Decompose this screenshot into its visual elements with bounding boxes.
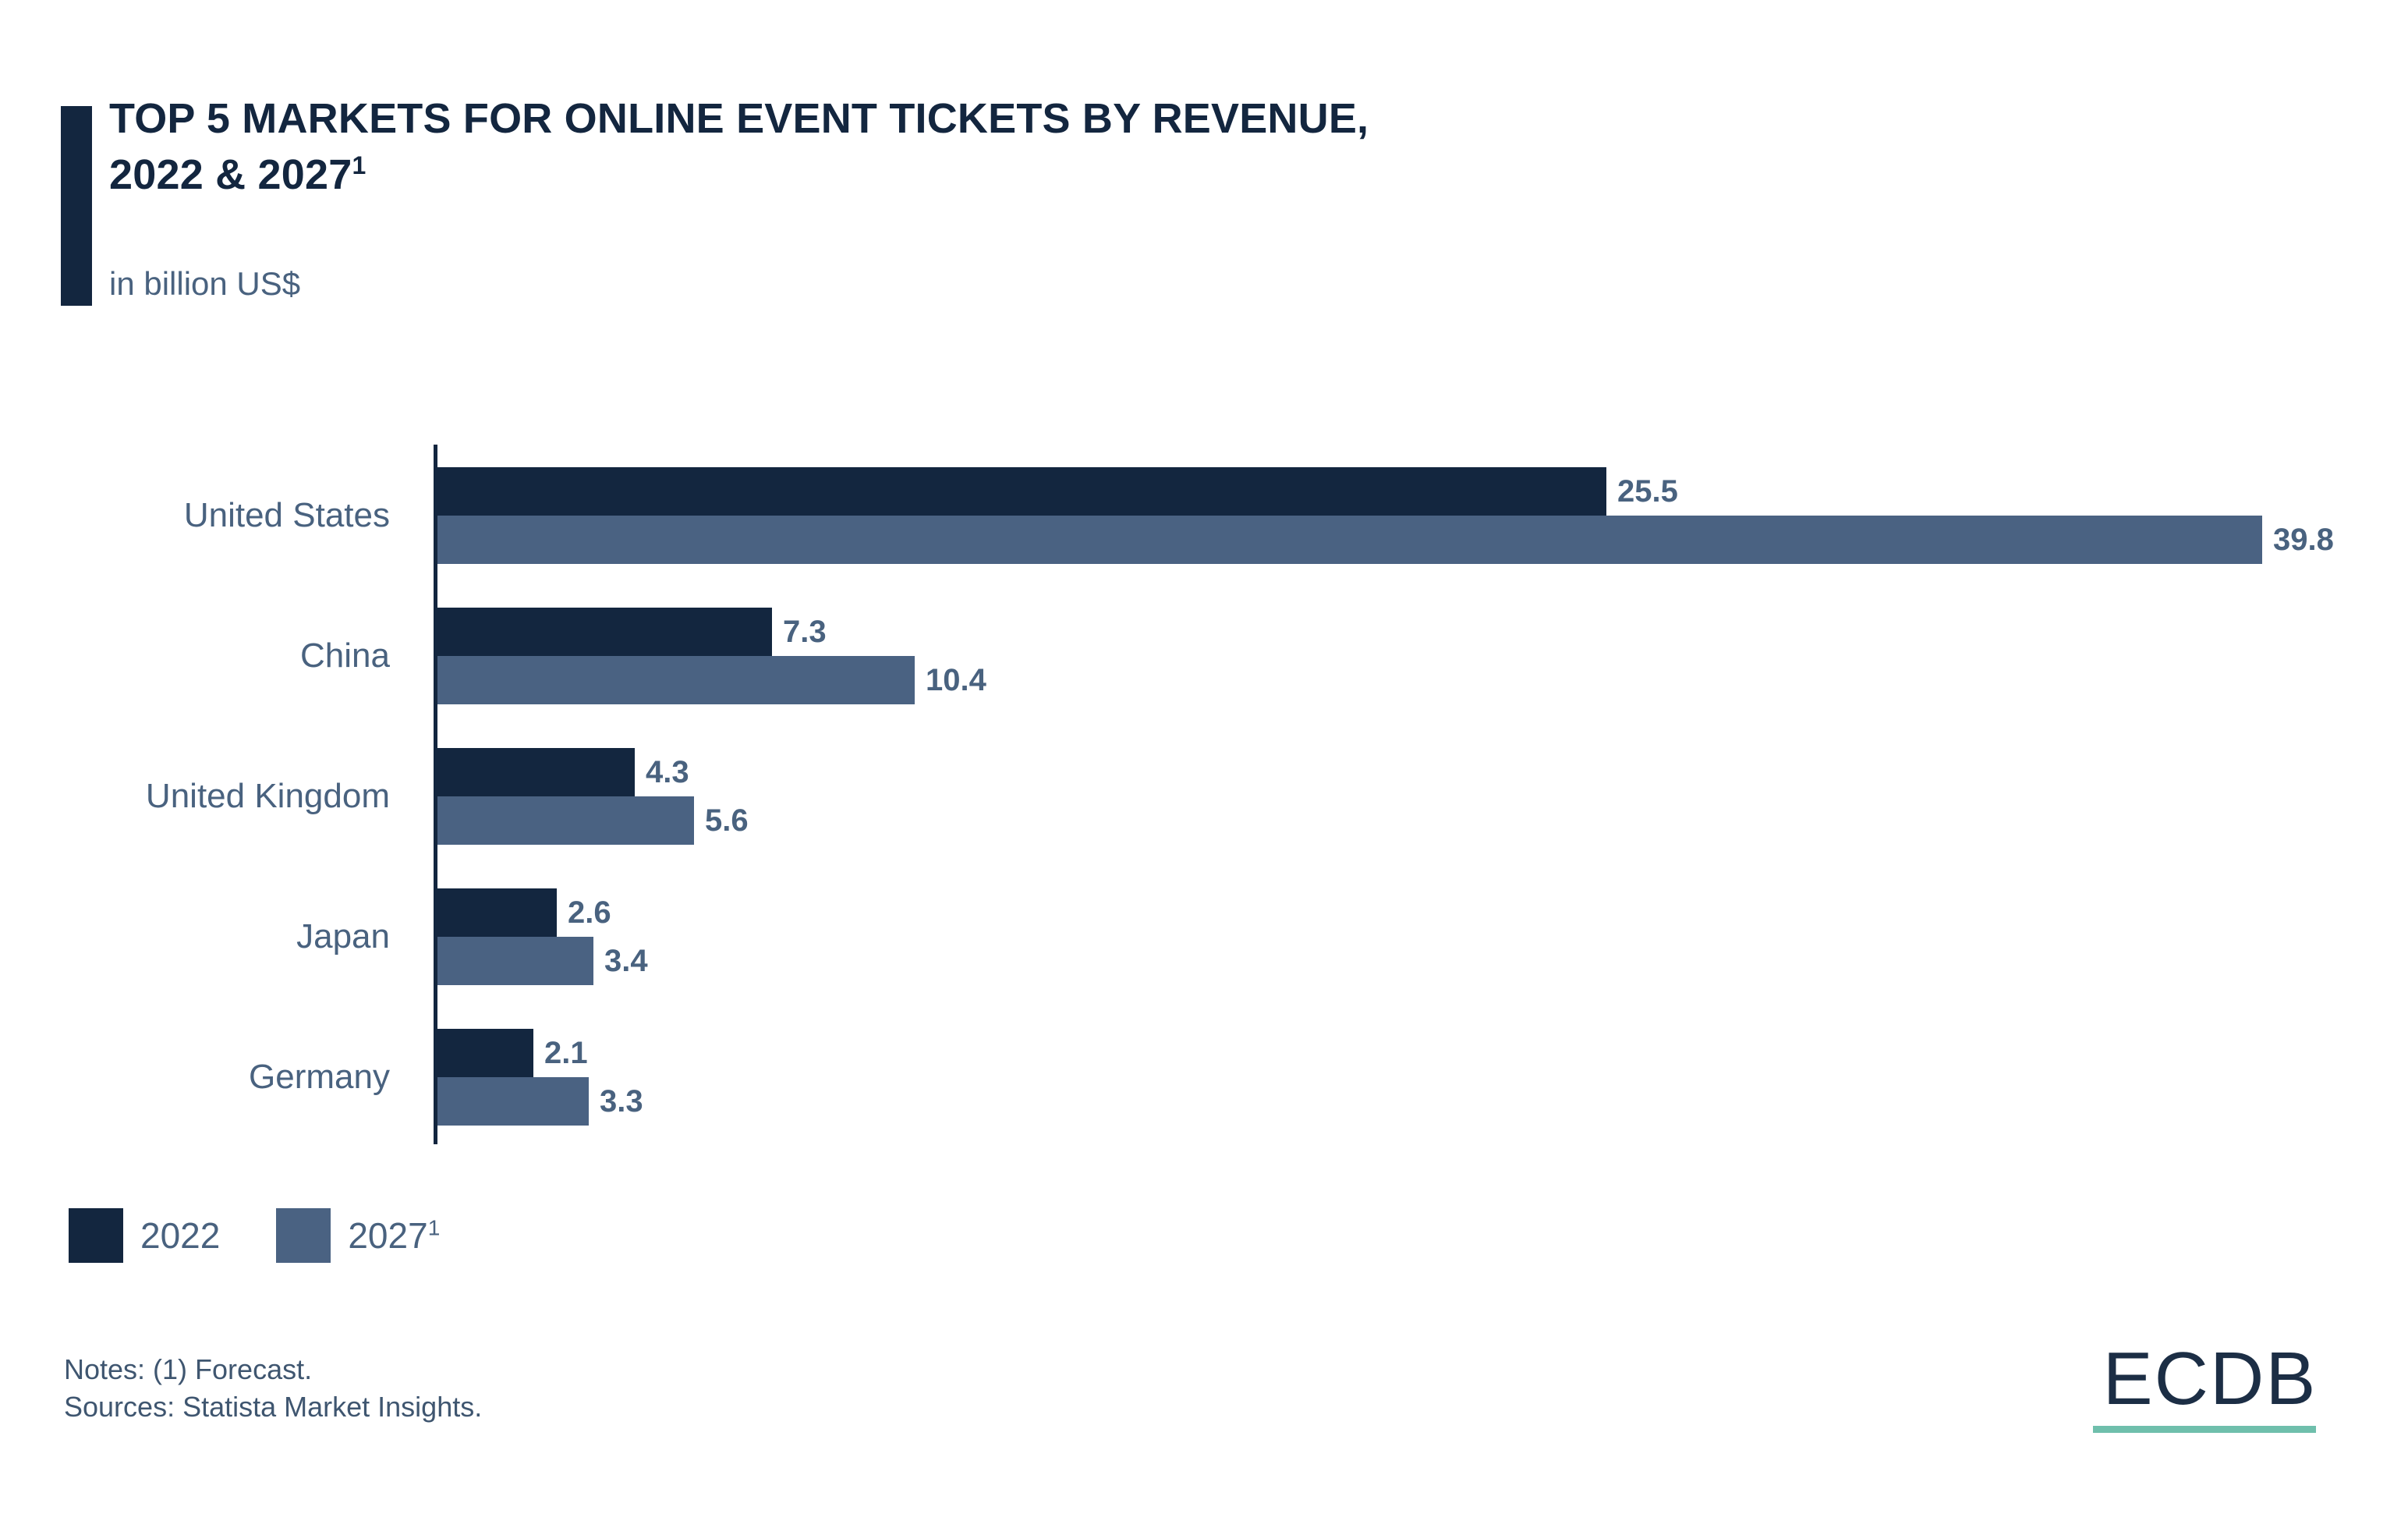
bar-2022-united-kingdom: [437, 748, 635, 796]
bar-2027-united-kingdom: [437, 796, 694, 845]
bar-2027-united-states: [437, 516, 2262, 564]
bar-value-label: 39.8: [2273, 522, 2334, 557]
bar-2022-germany: [437, 1029, 533, 1077]
legend-footnote-marker: 1: [427, 1215, 441, 1240]
legend-label-2022: 2022: [140, 1215, 221, 1256]
bar-value-label: 2.1: [544, 1035, 588, 1070]
legend-item-2027[interactable]: 20271: [276, 1208, 440, 1263]
sources-line: Sources: Statista Market Insights.: [64, 1391, 483, 1423]
ecdb-logo: ECDB: [2093, 1340, 2327, 1433]
category-axis-line: [434, 445, 437, 1144]
title-footnote-marker: 1: [352, 151, 367, 179]
legend-swatch-2027: [276, 1208, 331, 1263]
bar-2027-japan: [437, 937, 593, 985]
category-label-united-states: United States: [183, 496, 390, 534]
bar-value-label: 3.4: [604, 943, 648, 978]
category-label-china: China: [300, 636, 390, 675]
notes-line: Notes: (1) Forecast.: [64, 1353, 313, 1385]
bar-value-label: 4.3: [646, 754, 689, 789]
bar-value-label: 3.3: [600, 1083, 643, 1119]
legend-item-2022[interactable]: 2022: [69, 1208, 220, 1263]
chart-legend: 2022 20271: [69, 1208, 496, 1263]
bar-value-label: 2.6: [568, 895, 611, 930]
chart-subtitle: in billion US$: [109, 265, 301, 302]
ecdb-logo-text: ECDB: [2102, 1337, 2318, 1420]
bar-value-label: 10.4: [926, 662, 986, 697]
bar-value-label: 5.6: [705, 803, 749, 838]
bar-value-label: 25.5: [1617, 473, 1678, 509]
legend-label-2027: 20271: [348, 1215, 441, 1256]
category-label-japan: Japan: [296, 917, 390, 956]
bar-2022-japan: [437, 888, 557, 937]
bar-value-label: 7.3: [783, 614, 827, 649]
footer-notes: Notes: (1) Forecast. Sources: Statista M…: [64, 1351, 482, 1426]
bar-2022-united-states: [437, 467, 1606, 516]
page-title: TOP 5 MARKETS FOR ONLINE EVENT TICKETS B…: [109, 95, 1369, 198]
bar-2027-germany: [437, 1077, 589, 1126]
legend-swatch-2022: [69, 1208, 123, 1263]
bar-2022-china: [437, 608, 772, 656]
category-label-germany: Germany: [249, 1058, 390, 1096]
ecdb-logo-underline: [2093, 1426, 2316, 1433]
category-label-united-kingdom: United Kingdom: [145, 777, 390, 815]
title-accent-bar: [61, 106, 92, 306]
bar-2027-china: [437, 656, 915, 704]
